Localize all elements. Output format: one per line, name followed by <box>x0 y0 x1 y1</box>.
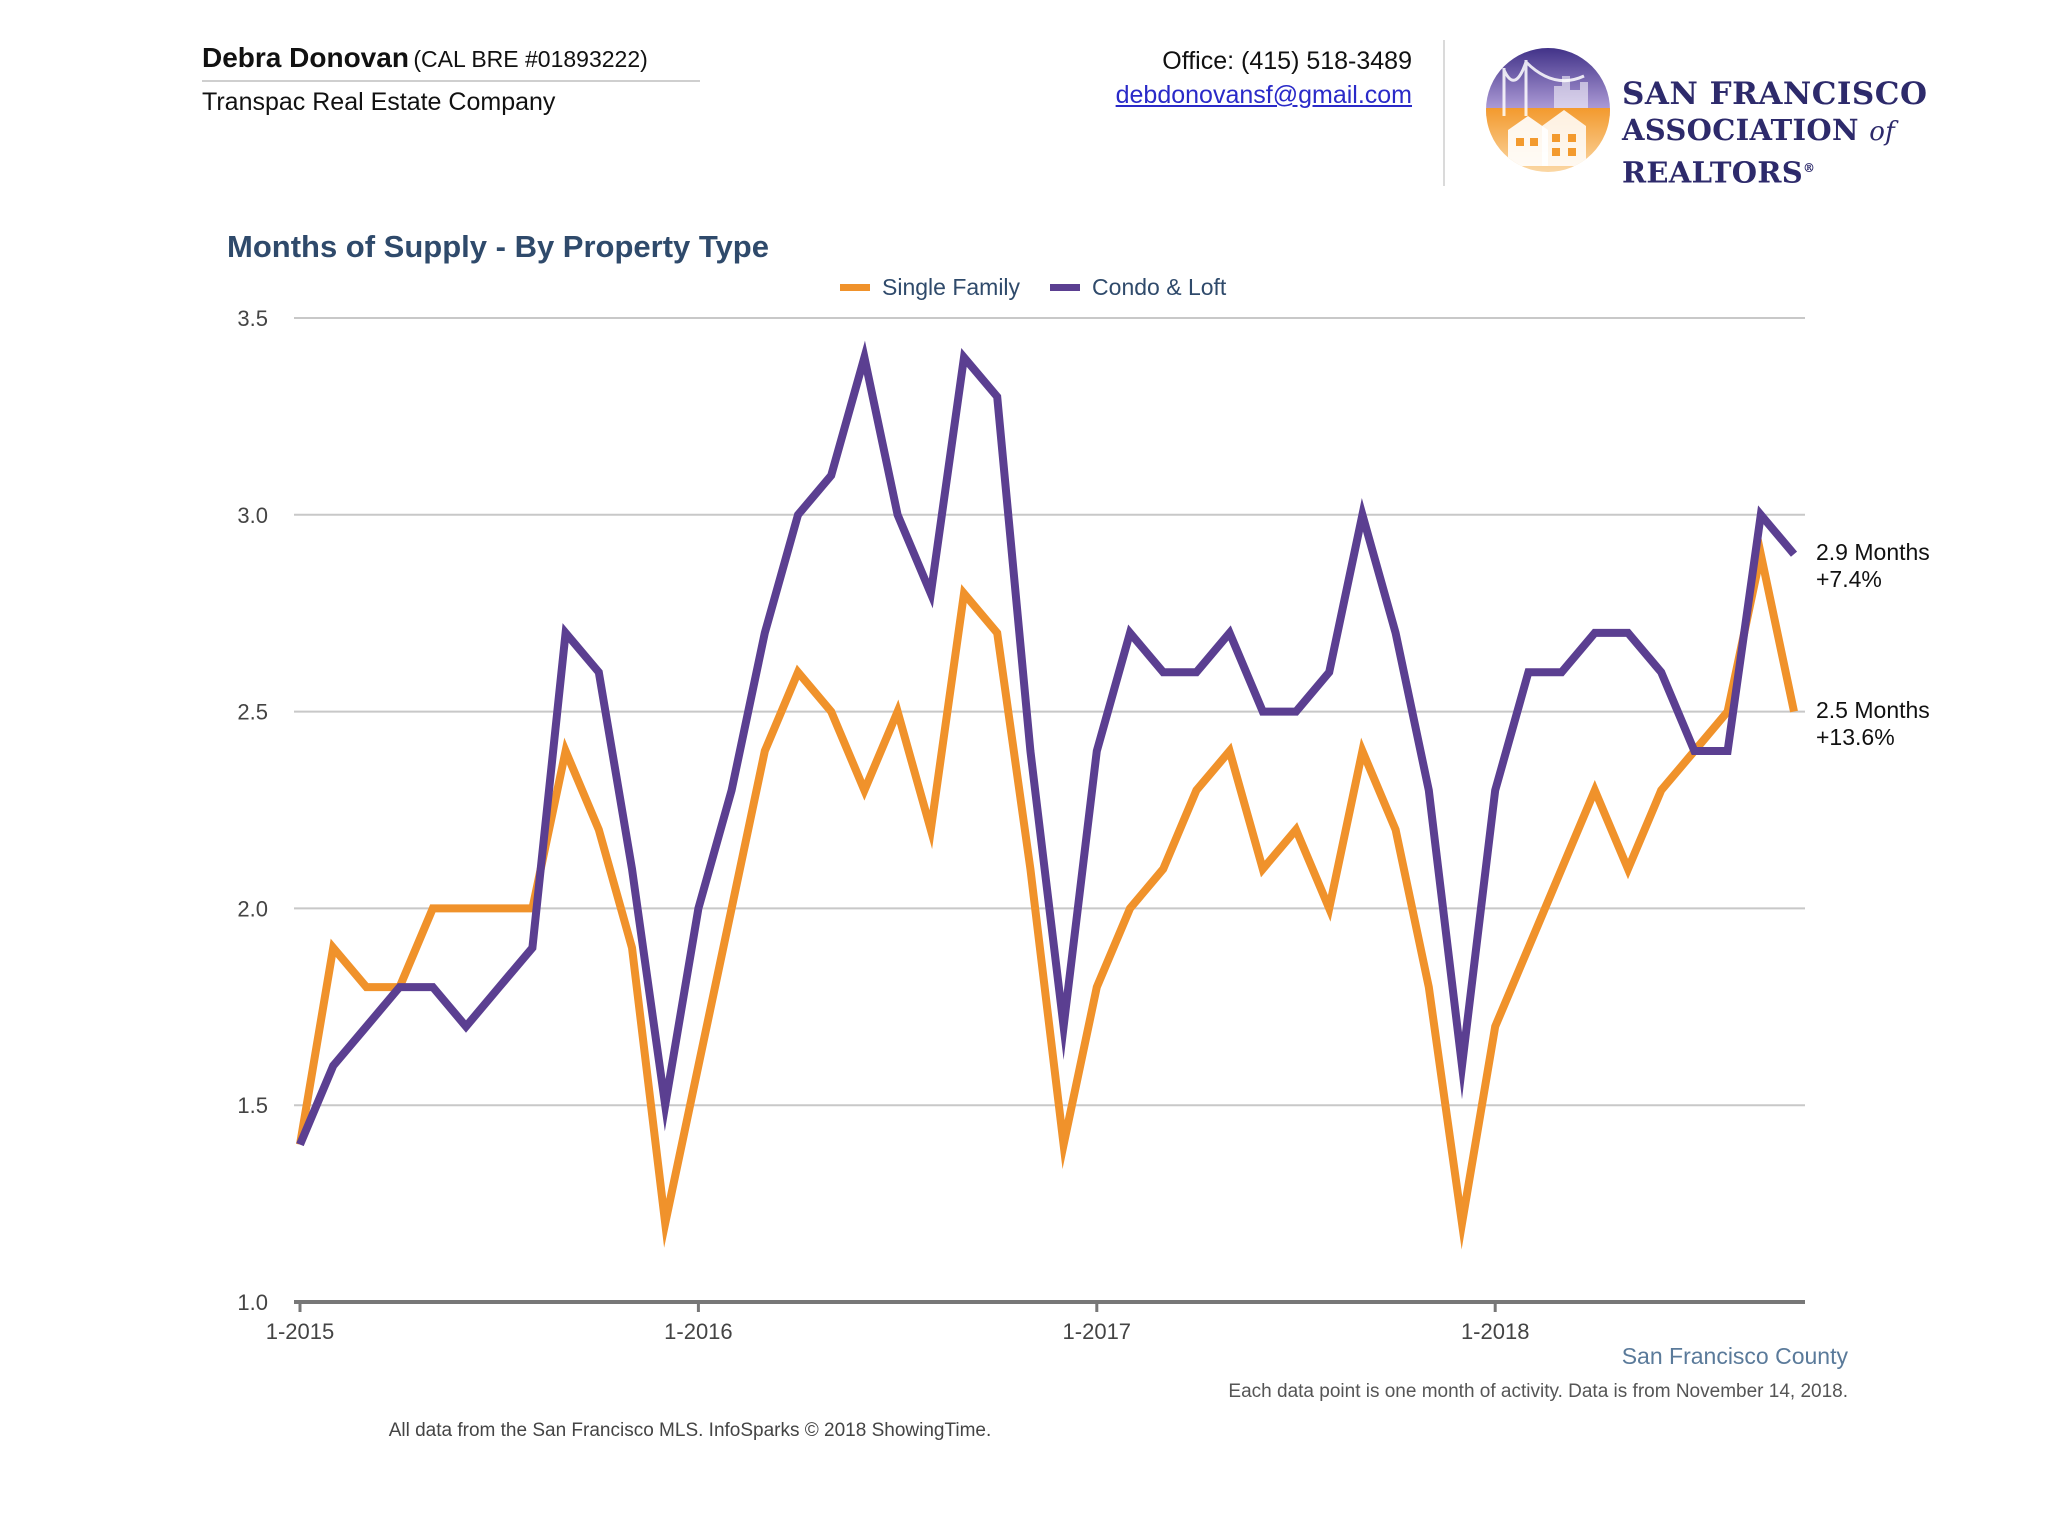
x-tick-label: 1-2015 <box>266 1319 335 1344</box>
end-label-condo-change: +7.4% <box>1816 566 1882 592</box>
chart-title: Months of Supply - By Property Type <box>227 229 769 264</box>
end-label-condo-loft: 2.9 Months +7.4% <box>1816 539 1930 593</box>
x-tick-label: 1-2017 <box>1063 1319 1132 1344</box>
series-line-single-family <box>296 534 1798 1250</box>
agent-license: (CAL BRE #01893222) <box>413 46 648 72</box>
sfar-realtors: REALTORS <box>1622 155 1804 190</box>
x-tick-label: 1-2016 <box>664 1319 733 1344</box>
county-label: San Francisco County <box>1621 1343 1848 1369</box>
legend-item-condo-loft: Condo & Loft <box>1050 274 1226 301</box>
footnote-source: All data from the San Francisco MLS. Inf… <box>388 1420 992 1441</box>
email-link[interactable]: debdonovansf@gmail.com <box>1115 81 1412 109</box>
agent-company: Transpac Real Estate Company <box>202 88 556 116</box>
y-tick-label: 3.5 <box>237 306 268 331</box>
legend-swatch-condo-loft <box>1050 284 1081 291</box>
agent-divider <box>202 80 700 82</box>
legend-label-single-family: Single Family <box>882 274 1021 300</box>
end-label-condo-months: 2.9 Months <box>1816 539 1930 565</box>
header-divider <box>1443 40 1445 186</box>
agent-name: Debra Donovan <box>202 42 409 73</box>
sfar-line2: ASSOCIATION of REALTORS® <box>1622 112 2048 191</box>
sfar-wordmark: SAN FRANCISCO ASSOCIATION of REALTORS® <box>1622 76 2048 191</box>
y-tick-label: 2.5 <box>237 700 268 725</box>
contact-info: Office: (415) 518-3489 debdonovansf@gmai… <box>1116 44 1412 112</box>
sfar-line1: SAN FRANCISCO <box>1622 76 1928 112</box>
legend-label-condo-loft: Condo & Loft <box>1092 274 1227 300</box>
agent-info: Debra Donovan (CAL BRE #01893222) Transp… <box>202 42 700 117</box>
sfar-of: of <box>1869 117 1896 147</box>
footnote-data-date: Each data point is one month of activity… <box>1228 1381 1848 1402</box>
legend-item-single-family: Single Family <box>840 274 1020 301</box>
sfar-logo-icon <box>1486 48 1610 172</box>
y-tick-label: 1.0 <box>237 1290 268 1315</box>
x-tick-label: 1-2018 <box>1461 1319 1530 1344</box>
end-label-sf-months: 2.5 Months <box>1816 697 1930 723</box>
end-label-single-family: 2.5 Months +13.6% <box>1816 697 1930 751</box>
y-tick-label: 2.0 <box>237 896 268 921</box>
legend-swatch-single-family <box>840 284 870 291</box>
chart-legend: Single Family Condo & Loft <box>840 274 1256 301</box>
end-label-sf-change: +13.6% <box>1816 724 1895 750</box>
sfar-association: ASSOCIATION <box>1622 113 1859 147</box>
series-line-condo-loft <box>296 340 1798 1147</box>
office-phone: Office: (415) 518-3489 <box>1162 47 1412 75</box>
y-tick-label: 1.5 <box>237 1093 268 1118</box>
y-tick-label: 3.0 <box>237 503 268 528</box>
sfar-registered-mark: ® <box>1803 161 1816 175</box>
